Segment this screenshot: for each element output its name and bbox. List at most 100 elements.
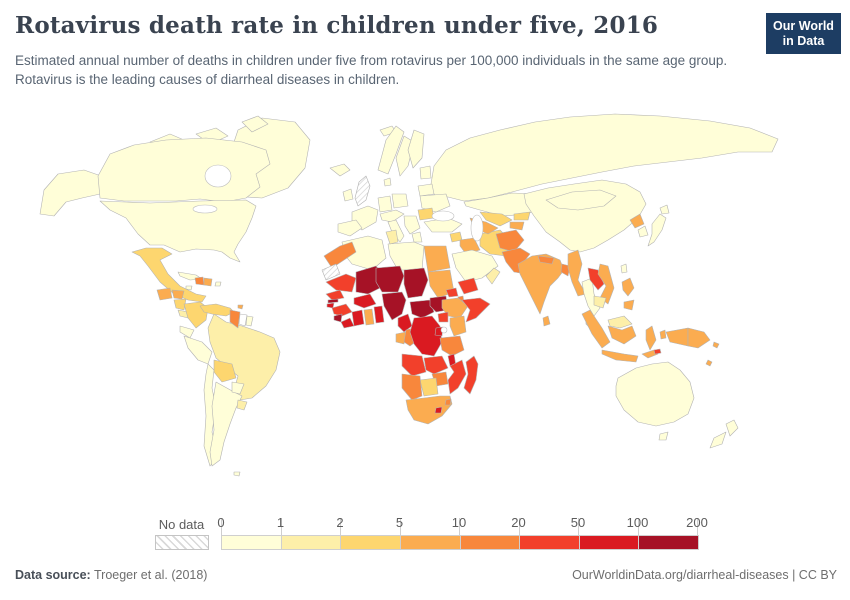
- country-central-african-republic[interactable]: [409, 299, 435, 319]
- country-namibia[interactable]: [401, 373, 423, 401]
- country-new-zealand-south[interactable]: [709, 431, 727, 449]
- country-liberia[interactable]: [340, 317, 355, 329]
- country-ireland[interactable]: [342, 188, 354, 202]
- country-guatemala[interactable]: [156, 287, 173, 301]
- country-oman[interactable]: [485, 267, 501, 285]
- legend-segment-50-100[interactable]: [579, 536, 640, 549]
- country-guyana[interactable]: [229, 309, 241, 329]
- country-sierra-leone[interactable]: [333, 313, 343, 323]
- legend-segment-0-1[interactable]: [222, 536, 282, 549]
- country-puerto-rico[interactable]: [214, 281, 222, 287]
- country-paraguay[interactable]: [231, 381, 245, 395]
- country-burkina-faso[interactable]: [353, 293, 377, 309]
- country-ecuador[interactable]: [179, 325, 195, 339]
- country-papua-new-guinea[interactable]: [687, 327, 711, 349]
- country-libya[interactable]: [387, 241, 425, 271]
- country-brazil[interactable]: [207, 313, 281, 401]
- country-canada[interactable]: [97, 137, 271, 203]
- country-kalimantan[interactable]: [607, 325, 637, 345]
- country-french-guiana[interactable]: [245, 315, 254, 327]
- country-uruguay[interactable]: [236, 399, 248, 411]
- country-nigeria[interactable]: [381, 291, 407, 321]
- country-haiti[interactable]: [194, 276, 205, 286]
- country-cameroon[interactable]: [397, 313, 413, 333]
- country-belarus[interactable]: [417, 183, 435, 197]
- country-india[interactable]: [517, 253, 565, 315]
- country-laos[interactable]: [587, 267, 605, 291]
- legend-segment-2-5[interactable]: [341, 536, 401, 549]
- country-japan-hokkaido[interactable]: [659, 204, 670, 215]
- country-alaska[interactable]: [39, 169, 105, 217]
- country-mexico[interactable]: [131, 247, 207, 303]
- country-egypt[interactable]: [423, 245, 451, 273]
- country-sri-lanka[interactable]: [542, 315, 551, 327]
- country-nicaragua[interactable]: [173, 298, 187, 311]
- country-mozambique[interactable]: [447, 359, 467, 395]
- country-vanuatu[interactable]: [705, 359, 713, 367]
- country-chad[interactable]: [403, 267, 429, 299]
- country-east-timor[interactable]: [653, 348, 662, 355]
- country-tanzania[interactable]: [439, 335, 465, 357]
- legend-segment-100-200[interactable]: [639, 536, 698, 549]
- country-cote-divoire[interactable]: [351, 309, 365, 327]
- country-gabon[interactable]: [395, 331, 407, 345]
- country-usa[interactable]: [99, 199, 257, 263]
- country-south-africa[interactable]: [405, 395, 453, 425]
- country-greece[interactable]: [411, 231, 423, 243]
- country-poland[interactable]: [391, 193, 409, 209]
- country-argentina[interactable]: [209, 381, 243, 467]
- country-falkland-islands[interactable]: [233, 471, 241, 477]
- country-sumatra[interactable]: [581, 309, 611, 349]
- country-afghanistan[interactable]: [495, 229, 525, 253]
- country-kenya[interactable]: [449, 315, 467, 337]
- country-taiwan[interactable]: [620, 263, 628, 274]
- country-papua[interactable]: [665, 327, 689, 347]
- country-sulawesi[interactable]: [645, 325, 657, 351]
- country-mauritania[interactable]: [325, 273, 357, 293]
- country-baltic-states[interactable]: [419, 165, 432, 180]
- country-ukraine[interactable]: [419, 193, 451, 213]
- country-jamaica[interactable]: [185, 285, 193, 291]
- country-honduras[interactable]: [171, 289, 185, 300]
- credit-link[interactable]: OurWorldinData.org/diarrheal-diseases | …: [572, 568, 837, 582]
- country-tajikistan[interactable]: [509, 221, 525, 231]
- country-tunisia[interactable]: [385, 229, 399, 245]
- country-philippines-luzon[interactable]: [621, 277, 635, 297]
- country-norway[interactable]: [377, 125, 405, 175]
- country-south-korea[interactable]: [637, 225, 649, 238]
- country-philippines-mindanao[interactable]: [623, 299, 635, 311]
- no-data-swatch[interactable]: [155, 535, 209, 550]
- country-romania[interactable]: [417, 207, 435, 221]
- country-japan[interactable]: [647, 213, 667, 247]
- country-peru[interactable]: [183, 335, 213, 365]
- country-germany[interactable]: [377, 195, 393, 213]
- country-java[interactable]: [601, 349, 639, 363]
- country-dr-congo[interactable]: [409, 315, 443, 357]
- country-guinea-bissau[interactable]: [326, 302, 335, 309]
- legend-segment-5-10[interactable]: [400, 536, 461, 549]
- country-guinea[interactable]: [331, 303, 353, 317]
- country-united-kingdom[interactable]: [354, 175, 371, 207]
- country-lesotho[interactable]: [434, 406, 443, 414]
- country-nepal[interactable]: [537, 255, 555, 265]
- country-moluccas[interactable]: [659, 329, 667, 340]
- map-legend[interactable]: No data 0 1 2 5 10 20 50 100 200: [0, 514, 850, 554]
- country-western-sahara[interactable]: [321, 263, 341, 281]
- country-north-korea[interactable]: [629, 213, 645, 229]
- legend-color-bar[interactable]: [221, 535, 699, 550]
- country-uganda[interactable]: [437, 311, 449, 323]
- country-trinidad-and-tobago[interactable]: [237, 304, 244, 310]
- legend-segment-20-50[interactable]: [520, 536, 580, 549]
- country-gambia[interactable]: [327, 298, 339, 304]
- country-botswana[interactable]: [419, 377, 439, 397]
- country-west-timor[interactable]: [641, 349, 659, 359]
- country-suriname[interactable]: [238, 313, 248, 327]
- country-angola[interactable]: [401, 353, 427, 377]
- country-dominican-republic[interactable]: [203, 277, 213, 287]
- country-solomon-islands[interactable]: [712, 341, 720, 349]
- owid-logo[interactable]: Our World in Data: [766, 13, 841, 54]
- country-somalia[interactable]: [461, 297, 491, 323]
- country-kyrgyzstan[interactable]: [513, 211, 531, 221]
- country-swaziland[interactable]: [444, 398, 452, 406]
- country-australia[interactable]: [615, 361, 695, 427]
